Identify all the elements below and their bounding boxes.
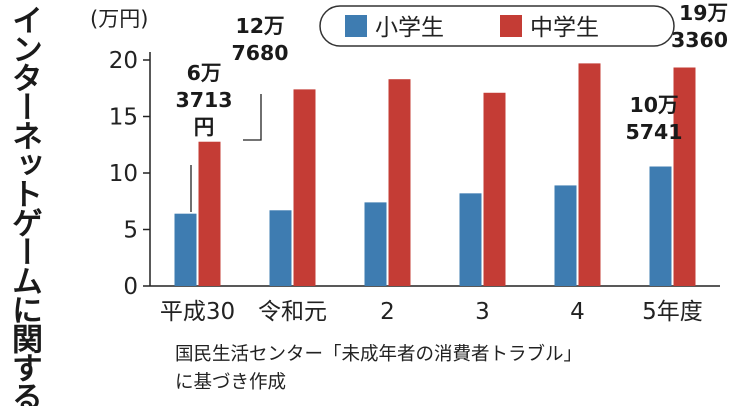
y-unit-label: (万円) [90,7,148,31]
legend-label-junior-high: 中学生 [530,15,599,41]
source-note-line2: に基づき作成 [175,372,287,393]
legend-label-elementary: 小学生 [375,15,444,41]
y-tick-label: 5 [123,218,138,244]
y-tick-label: 15 [109,105,138,131]
x-tick-label: 5年度 [642,299,703,325]
x-tick-label: 令和元 [258,299,327,325]
x-tick-label: 平成30 [160,299,235,325]
bar-elementary-4 [554,185,577,286]
bar-junior-high-3 [483,92,506,287]
bar-junior-high-5 [673,67,696,286]
bar-junior-high-2 [388,79,411,287]
annotation-leader-line [243,94,262,141]
y-tick-label: 10 [109,161,138,187]
bar-elementary-5 [649,166,672,286]
legend-box [319,5,675,47]
bar-elementary-1 [269,210,292,286]
bar-junior-high-4 [578,63,601,286]
legend-swatch-elementary [345,15,367,37]
x-tick-label: 4 [570,299,585,325]
legend-swatch-junior-high [500,15,522,37]
bar-elementary-2 [364,202,387,286]
x-tick-label: 2 [380,299,395,325]
source-note-line1: 国民生活センター「未成年者の消費者トラブル」 [175,344,583,365]
bar-junior-high-0 [198,141,221,286]
y-tick-label: 0 [123,274,138,300]
value-annotation: 10万 5741 [625,93,682,144]
bar-elementary-3 [459,193,482,286]
y-tick-label: 20 [109,48,138,74]
value-annotation: 12万 7680 [231,14,288,65]
value-annotation: 19万 3360 [671,1,728,52]
x-tick-label: 3 [475,299,490,325]
bar-elementary-0 [174,213,197,286]
bar-junior-high-1 [293,89,316,286]
chart-vertical-title: インターネットゲームに関する相談の平均支払額 [6,4,42,406]
value-annotation: 6万 3713 円 [175,61,232,139]
